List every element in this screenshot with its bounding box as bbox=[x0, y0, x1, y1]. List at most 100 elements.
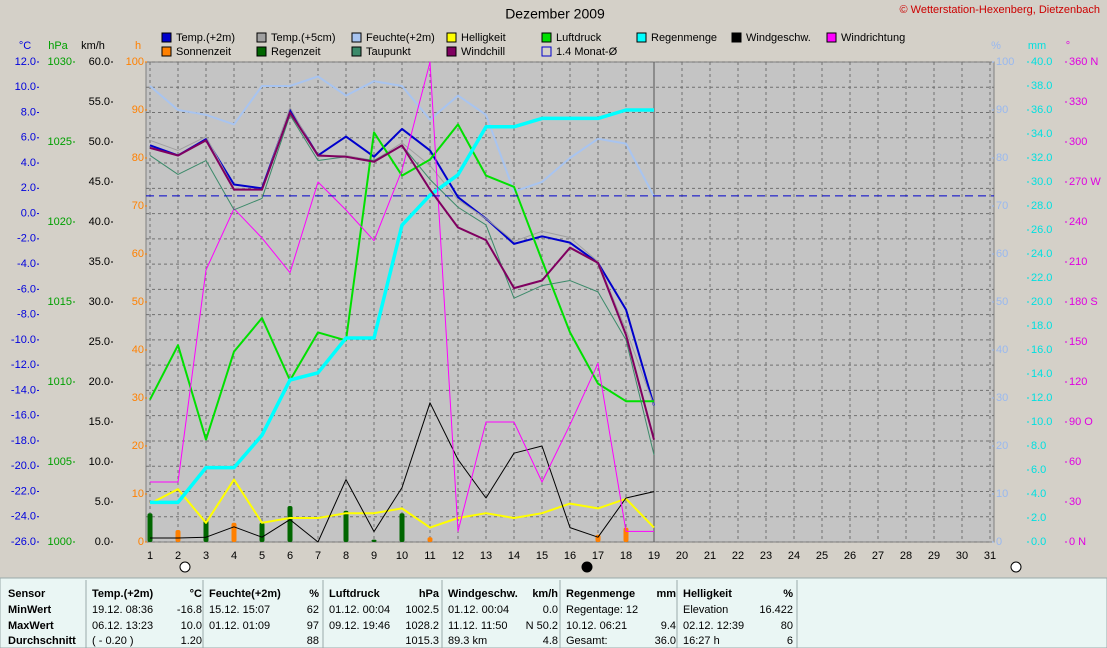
y-tick-label: 38.0 bbox=[1031, 80, 1052, 92]
y-tick-label: 0.0 bbox=[1031, 536, 1046, 548]
x-tick-label: 6 bbox=[287, 550, 293, 562]
y-tick-label: 25.0 bbox=[89, 336, 110, 348]
x-tick-label: 25 bbox=[816, 550, 828, 562]
y-tick-label: 0 bbox=[996, 536, 1002, 548]
x-tick-label: 1 bbox=[147, 550, 153, 562]
cell: 0.0 bbox=[543, 604, 558, 616]
y-tick-label: 60 bbox=[132, 248, 144, 260]
legend-swatch bbox=[351, 32, 362, 43]
y-tick-label: 1020 bbox=[48, 216, 72, 228]
y-tick-label: 360 N bbox=[1069, 56, 1098, 68]
bar bbox=[175, 530, 181, 542]
y-tick-label: 60 bbox=[1069, 456, 1081, 468]
legend-swatch bbox=[161, 32, 172, 43]
line bbox=[149, 109, 655, 406]
y-tick-label: -6.0 bbox=[17, 283, 36, 295]
legend-label: Sonnenzeit bbox=[176, 46, 231, 58]
moon-full bbox=[179, 561, 191, 573]
cell: 10.0 bbox=[181, 620, 202, 632]
bar bbox=[259, 522, 265, 542]
y-tick-label: 2.0 bbox=[1031, 512, 1046, 524]
y-tick-label: 1000 bbox=[48, 536, 72, 548]
y-tick-label: 1015 bbox=[48, 296, 72, 308]
section-unit: °C bbox=[190, 588, 202, 600]
x-tick-label: 24 bbox=[788, 550, 800, 562]
x-tick-label: 11 bbox=[424, 550, 435, 562]
cell: 4.8 bbox=[543, 635, 558, 647]
cell: 80 bbox=[781, 620, 793, 632]
y-tick-label: 0 bbox=[138, 536, 144, 548]
legend-label: Feuchte(+2m) bbox=[366, 32, 435, 44]
x-tick-label: 10 bbox=[396, 550, 408, 562]
y-tick-label: -18.0 bbox=[11, 435, 36, 447]
y-tick-label: 150 bbox=[1069, 336, 1087, 348]
y-tick-label: 10.0 bbox=[15, 81, 36, 93]
y-tick-label: 120 bbox=[1069, 376, 1087, 388]
x-tick-label: 19 bbox=[648, 550, 660, 562]
legend-swatch bbox=[446, 32, 457, 43]
row-label: MaxWert bbox=[8, 620, 54, 632]
legend-label: Helligkeit bbox=[461, 32, 506, 44]
section-title: Temp.(+2m) bbox=[92, 588, 154, 600]
y-tick-label: 12.0 bbox=[1031, 392, 1052, 404]
cell: 01.12. 00:04 bbox=[448, 604, 509, 616]
cell: 06.12. 13:23 bbox=[92, 620, 153, 632]
y-tick-label: 60 bbox=[996, 248, 1008, 260]
legend-label: Regenzeit bbox=[271, 46, 321, 58]
axis-unit: °C bbox=[19, 40, 31, 52]
y-tick-label: 20 bbox=[996, 440, 1008, 452]
line bbox=[149, 123, 654, 441]
bar bbox=[427, 537, 433, 542]
x-tick-label: 17 bbox=[592, 550, 604, 562]
line bbox=[150, 108, 654, 505]
chart-title: Dezember 2009 bbox=[505, 6, 605, 22]
legend-label: 1.4 Monat-Ø bbox=[556, 46, 618, 58]
y-tick-label: 26.0 bbox=[1031, 224, 1052, 236]
legend-label: Temp.(+2m) bbox=[176, 32, 235, 44]
y-tick-label: 20.0 bbox=[1031, 296, 1052, 308]
cell: -16.8 bbox=[177, 604, 202, 616]
y-tick-label: 30 bbox=[132, 392, 144, 404]
y-tick-label: -12.0 bbox=[11, 359, 36, 371]
y-tick-label: 18.0 bbox=[1031, 320, 1052, 332]
legend-label: Taupunkt bbox=[366, 46, 411, 58]
legend-swatch bbox=[256, 32, 267, 43]
y-tick-label: -14.0 bbox=[11, 384, 36, 396]
y-tick-label: 180 S bbox=[1069, 296, 1098, 308]
y-tick-label: 10 bbox=[996, 488, 1008, 500]
x-tick-label: 30 bbox=[956, 550, 968, 562]
y-tick-label: 4.0 bbox=[1031, 488, 1046, 500]
x-tick-label: 5 bbox=[259, 550, 265, 562]
cell: Regentage: 12 bbox=[566, 604, 638, 616]
y-tick-label: 10.0 bbox=[1031, 416, 1052, 428]
y-tick-label: 34.0 bbox=[1031, 128, 1052, 140]
cell: 11.12. 11:50 bbox=[448, 620, 508, 632]
y-tick-label: 20 bbox=[132, 440, 144, 452]
axis-unit: mm bbox=[1028, 40, 1046, 52]
cell: 09.12. 19:46 bbox=[329, 620, 390, 632]
y-tick-label: 55.0 bbox=[89, 96, 110, 108]
section-unit: % bbox=[783, 588, 793, 600]
y-tick-label: 90 O bbox=[1069, 416, 1093, 428]
legend-swatch bbox=[826, 32, 837, 43]
y-tick-label: 36.0 bbox=[1031, 104, 1052, 116]
section-unit: hPa bbox=[419, 588, 440, 600]
axis-unit: km/h bbox=[81, 40, 105, 52]
y-tick-label: 0.0 bbox=[95, 536, 110, 548]
legend-swatch bbox=[731, 32, 742, 43]
y-tick-label: 14.0 bbox=[1031, 368, 1052, 380]
y-tick-label: 100 bbox=[996, 56, 1014, 68]
line bbox=[149, 75, 655, 197]
section-unit: km/h bbox=[532, 588, 558, 600]
line bbox=[149, 478, 655, 529]
cell: 88 bbox=[307, 635, 319, 647]
x-tick-label: 22 bbox=[732, 550, 744, 562]
cell: Gesamt: bbox=[566, 635, 608, 647]
line bbox=[150, 61, 654, 532]
x-tick-label: 18 bbox=[620, 550, 632, 562]
line bbox=[150, 402, 655, 543]
copyright: © Wetterstation-Hexenberg, Dietzenbach bbox=[899, 4, 1100, 16]
y-tick-label: -24.0 bbox=[11, 511, 36, 523]
cell: 9.4 bbox=[661, 620, 676, 632]
